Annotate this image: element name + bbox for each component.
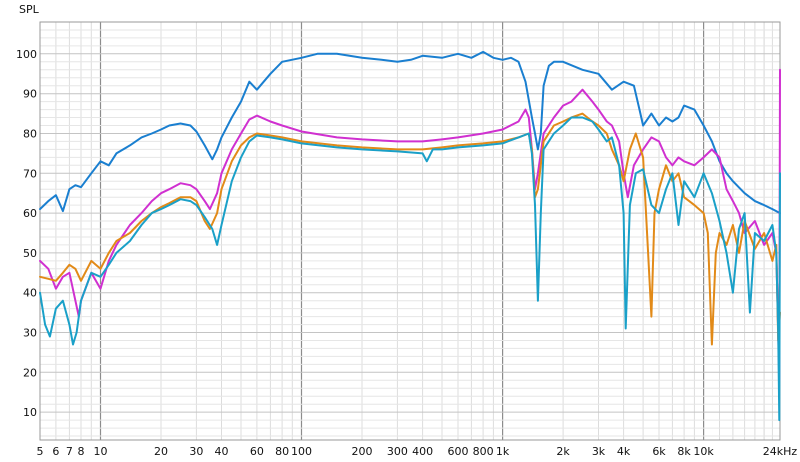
x-tick-label: 30 [189, 445, 203, 458]
y-axis-label: SPL [19, 3, 40, 16]
x-tick-label: 5 [37, 445, 44, 458]
y-tick-label: 30 [23, 327, 37, 340]
y-tick-label: 10 [23, 406, 37, 419]
y-tick-label: 80 [23, 128, 37, 141]
x-tick-label: 300 [387, 445, 408, 458]
x-tick-label: 6k [652, 445, 666, 458]
x-tick-label: 8 [78, 445, 85, 458]
x-tick-label: 200 [352, 445, 373, 458]
x-tick-label: 3k [592, 445, 606, 458]
x-tick-label: 10k [693, 445, 714, 458]
x-tick-label: 1k [496, 445, 510, 458]
x-tick-label: 7 [66, 445, 73, 458]
y-tick-labels: 10 20 30 40 50 60 70 80 90 100 [16, 48, 37, 419]
grid [39, 22, 780, 440]
x-tick-label: 100 [291, 445, 312, 458]
y-tick-label: 50 [23, 247, 37, 260]
x-tick-label: 400 [412, 445, 433, 458]
series-line-4 [39, 116, 781, 422]
x-tick-label: 80 [275, 445, 289, 458]
series-line-1 [39, 50, 781, 215]
x-tick-label: 10 [94, 445, 108, 458]
x-tick-labels: 5 6 7 8 10 20 30 40 60 80 100 200 300 400 600 800 1k 2k 3k… [37, 445, 798, 458]
x-tick-label: 8k [677, 445, 691, 458]
y-tick-label: 100 [16, 48, 37, 61]
series-group [39, 50, 781, 422]
x-tick-label: 60 [250, 445, 264, 458]
y-tick-label: 70 [23, 167, 37, 180]
x-tick-label: 40 [215, 445, 229, 458]
x-tick-label: 2k [556, 445, 570, 458]
x-tick-label: 20 [154, 445, 168, 458]
x-tick-label: 800 [473, 445, 494, 458]
x-tick-label: 6 [52, 445, 59, 458]
y-tick-label: 60 [23, 207, 37, 220]
x-tick-label: 600 [448, 445, 469, 458]
series-line-2 [39, 68, 781, 382]
x-tick-label: 4k [617, 445, 631, 458]
y-tick-label: 40 [23, 287, 37, 300]
y-tick-label: 20 [23, 366, 37, 379]
y-tick-label: 90 [23, 88, 37, 101]
x-tick-label: 24kHz [763, 445, 798, 458]
